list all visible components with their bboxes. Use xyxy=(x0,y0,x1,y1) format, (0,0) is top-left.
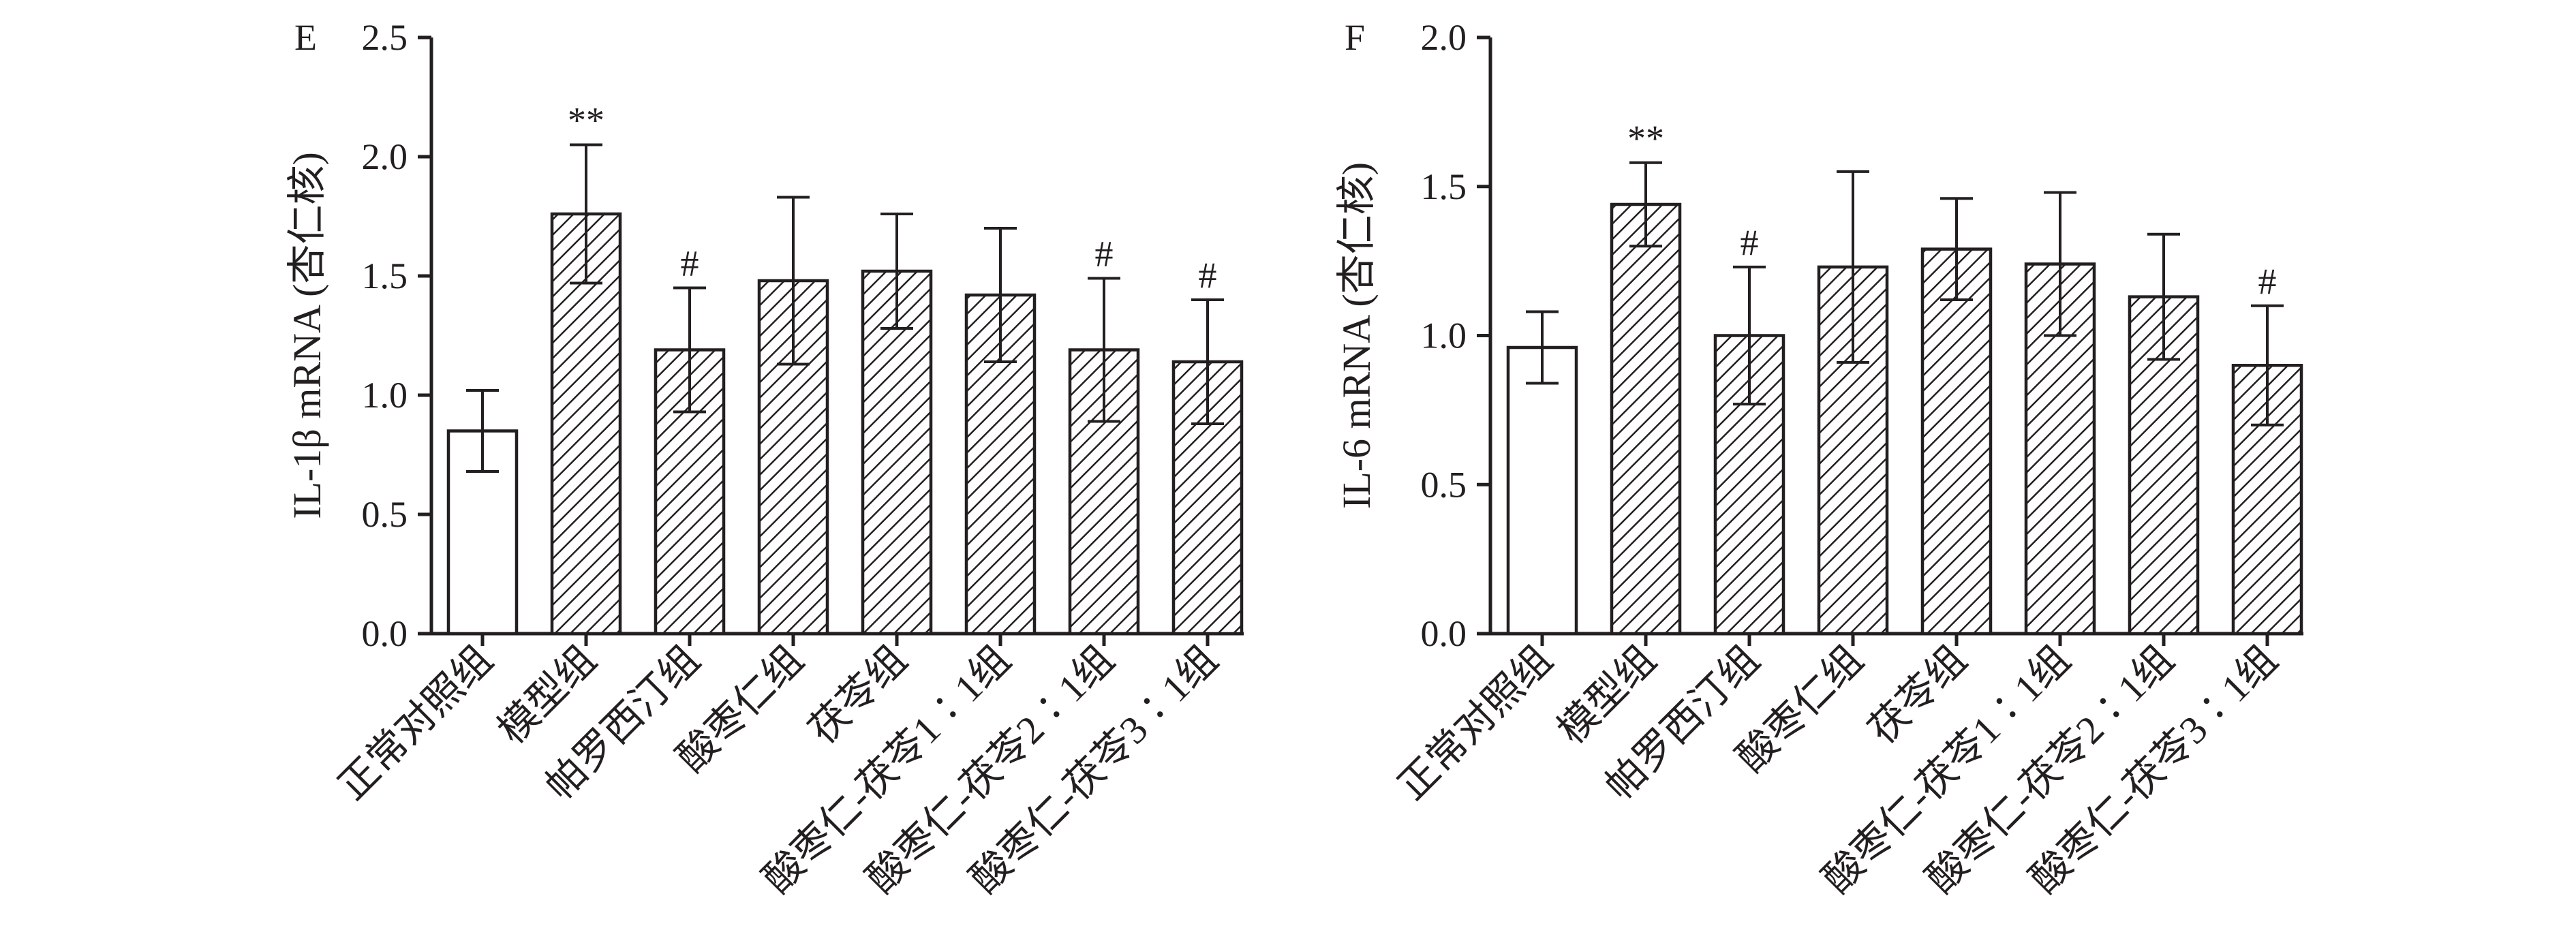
significance-marker: # xyxy=(2258,261,2277,302)
y-tick-label: 1.5 xyxy=(362,255,408,296)
y-tick-label: 0.5 xyxy=(362,494,408,535)
y-tick-label: 0.0 xyxy=(1421,613,1467,654)
y-tick-label: 1.0 xyxy=(362,375,408,416)
x-category-label: 正常对照组 xyxy=(1390,637,1561,808)
bar xyxy=(1920,247,1993,636)
significance-marker: # xyxy=(1095,234,1114,275)
y-tick-label: 2.0 xyxy=(362,136,408,177)
y-tick-label: 1.0 xyxy=(1421,315,1467,356)
panel-e: E 0.0 0.5 1.0 1.5 2.0 2.5 IL-1β mRNA (杏仁核) 正常对照组… xyxy=(285,17,1244,901)
y-tick-label: 1.5 xyxy=(1421,166,1467,207)
y-tick-label: 0.5 xyxy=(1421,464,1467,505)
y-tick-label: 0.0 xyxy=(362,613,408,654)
bar xyxy=(1610,202,1682,636)
bar xyxy=(1171,360,1244,636)
x-category-label: 正常对照组 xyxy=(330,637,501,808)
y-axis-title: IL-1β mRNA (杏仁核) xyxy=(285,152,329,519)
significance-marker: # xyxy=(1741,222,1759,263)
significance-marker: ** xyxy=(1627,118,1664,159)
bar xyxy=(861,269,933,636)
significance-marker: # xyxy=(1199,255,1217,296)
y-tick-label: 2.5 xyxy=(362,17,408,58)
y-axis-title: IL-6 mRNA (杏仁核) xyxy=(1334,162,1379,509)
significance-marker: # xyxy=(681,243,699,284)
panel-f: F0.00.51.01.52.0IL-6 mRNA (杏仁核)正常对照组**模型… xyxy=(1334,17,2303,901)
y-tick-label: 2.0 xyxy=(1421,17,1467,58)
significance-marker: ** xyxy=(568,100,604,141)
panel-label: E xyxy=(294,17,317,58)
panel-label: F xyxy=(1345,17,1365,58)
bar xyxy=(1506,345,1578,636)
